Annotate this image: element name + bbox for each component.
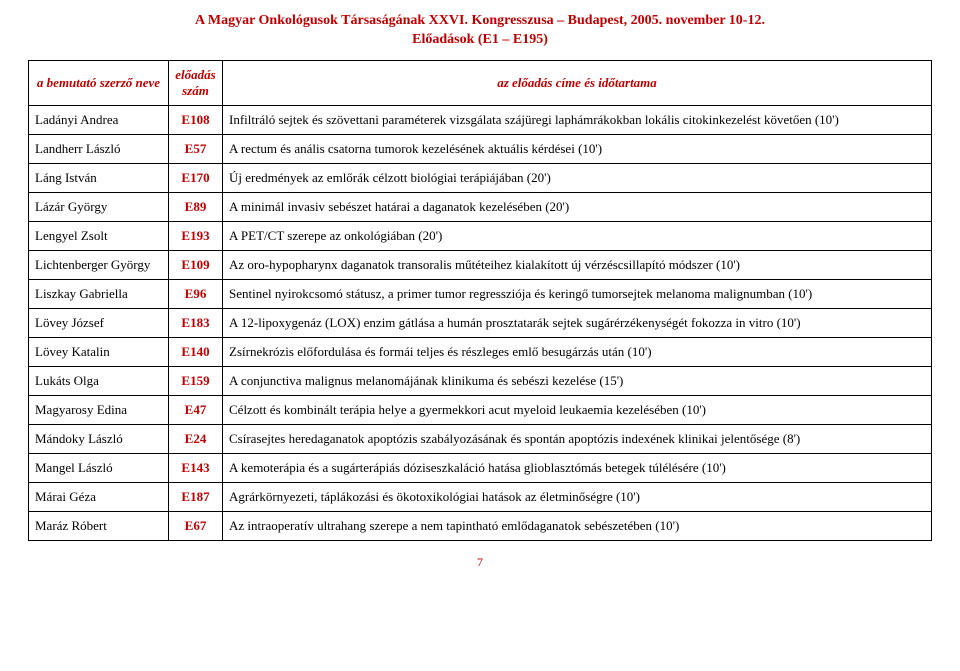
table-header-row: a bemutató szerző neve előadás szám az e… <box>29 60 932 105</box>
presentation-title: A 12-lipoxygenáz (LOX) enzim gátlása a h… <box>223 308 932 337</box>
presentation-title: Agrárkörnyezeti, táplákozási és ökotoxik… <box>223 482 932 511</box>
presentation-title: A PET/CT szerepe az onkológiában (20') <box>223 221 932 250</box>
table-row: Láng IstvánE170Új eredmények az emlőrák … <box>29 163 932 192</box>
presentation-code: E96 <box>169 279 223 308</box>
presenter-name: Landherr László <box>29 134 169 163</box>
col-header-code: előadás szám <box>169 60 223 105</box>
table-row: Magyarosy EdinaE47Célzott és kombinált t… <box>29 395 932 424</box>
presenter-name: Lichtenberger György <box>29 250 169 279</box>
presenter-name: Lövey József <box>29 308 169 337</box>
presentations-table: a bemutató szerző neve előadás szám az e… <box>28 60 932 541</box>
presentation-title: Célzott és kombinált terápia helye a gye… <box>223 395 932 424</box>
presentation-title: Zsírnekrózis előfordulása és formái telj… <box>223 337 932 366</box>
page-title: A Magyar Onkológusok Társaságának XXVI. … <box>28 12 932 50</box>
presentation-title: Új eredmények az emlőrák célzott biológi… <box>223 163 932 192</box>
presentation-title: A rectum és anális csatorna tumorok keze… <box>223 134 932 163</box>
presentation-title: Sentinel nyirokcsomó státusz, a primer t… <box>223 279 932 308</box>
presentation-code: E193 <box>169 221 223 250</box>
presentation-title: Infiltráló sejtek és szövettani paraméte… <box>223 105 932 134</box>
presentation-title: A minimál invasiv sebészet határai a dag… <box>223 192 932 221</box>
col-header-presenter: a bemutató szerző neve <box>29 60 169 105</box>
table-row: Mándoky LászlóE24Csírasejtes heredaganat… <box>29 424 932 453</box>
presentation-code: E109 <box>169 250 223 279</box>
presenter-name: Liszkay Gabriella <box>29 279 169 308</box>
presentation-code: E170 <box>169 163 223 192</box>
table-row: Lukáts OlgaE159A conjunctiva malignus me… <box>29 366 932 395</box>
presentation-title: A conjunctiva malignus melanomájának kli… <box>223 366 932 395</box>
page-number: 7 <box>28 555 932 570</box>
page-title-line2: Előadások (E1 – E195) <box>28 31 932 50</box>
presentation-code: E187 <box>169 482 223 511</box>
presenter-name: Ladányi Andrea <box>29 105 169 134</box>
presentation-code: E47 <box>169 395 223 424</box>
table-row: Maráz RóbertE67Az intraoperatív ultrahan… <box>29 511 932 540</box>
presenter-name: Mándoky László <box>29 424 169 453</box>
table-row: Lázár GyörgyE89A minimál invasiv sebésze… <box>29 192 932 221</box>
presenter-name: Maráz Róbert <box>29 511 169 540</box>
presenter-name: Láng István <box>29 163 169 192</box>
presentation-code: E159 <box>169 366 223 395</box>
presenter-name: Lukáts Olga <box>29 366 169 395</box>
presentation-title: Csírasejtes heredaganatok apoptózis szab… <box>223 424 932 453</box>
presentation-code: E57 <box>169 134 223 163</box>
table-row: Lövey JózsefE183A 12-lipoxygenáz (LOX) e… <box>29 308 932 337</box>
presenter-name: Mangel László <box>29 453 169 482</box>
table-row: Lövey KatalinE140Zsírnekrózis előfordulá… <box>29 337 932 366</box>
presentation-title: Az oro-hypopharynx daganatok transoralis… <box>223 250 932 279</box>
table-row: Landherr LászlóE57A rectum és anális csa… <box>29 134 932 163</box>
table-row: Lengyel ZsoltE193A PET/CT szerepe az onk… <box>29 221 932 250</box>
col-header-code-line1: előadás <box>175 67 216 83</box>
table-body: Ladányi AndreaE108Infiltráló sejtek és s… <box>29 105 932 540</box>
presentation-code: E108 <box>169 105 223 134</box>
presentation-code: E143 <box>169 453 223 482</box>
presentation-code: E183 <box>169 308 223 337</box>
page-title-line1: A Magyar Onkológusok Társaságának XXVI. … <box>28 12 932 31</box>
presentation-title: Az intraoperatív ultrahang szerepe a nem… <box>223 511 932 540</box>
presentation-title: A kemoterápia és a sugárterápiás dózises… <box>223 453 932 482</box>
presenter-name: Lengyel Zsolt <box>29 221 169 250</box>
table-row: Lichtenberger GyörgyE109Az oro-hypophary… <box>29 250 932 279</box>
table-row: Liszkay GabriellaE96Sentinel nyirokcsomó… <box>29 279 932 308</box>
presentation-code: E24 <box>169 424 223 453</box>
presentation-code: E140 <box>169 337 223 366</box>
col-header-title: az előadás címe és időtartama <box>223 60 932 105</box>
presenter-name: Márai Géza <box>29 482 169 511</box>
presentation-code: E67 <box>169 511 223 540</box>
table-row: Mangel LászlóE143A kemoterápia és a sugá… <box>29 453 932 482</box>
presenter-name: Lázár György <box>29 192 169 221</box>
table-row: Ladányi AndreaE108Infiltráló sejtek és s… <box>29 105 932 134</box>
presentation-code: E89 <box>169 192 223 221</box>
col-header-code-line2: szám <box>175 83 216 99</box>
table-row: Márai GézaE187Agrárkörnyezeti, táplákozá… <box>29 482 932 511</box>
presenter-name: Magyarosy Edina <box>29 395 169 424</box>
presenter-name: Lövey Katalin <box>29 337 169 366</box>
